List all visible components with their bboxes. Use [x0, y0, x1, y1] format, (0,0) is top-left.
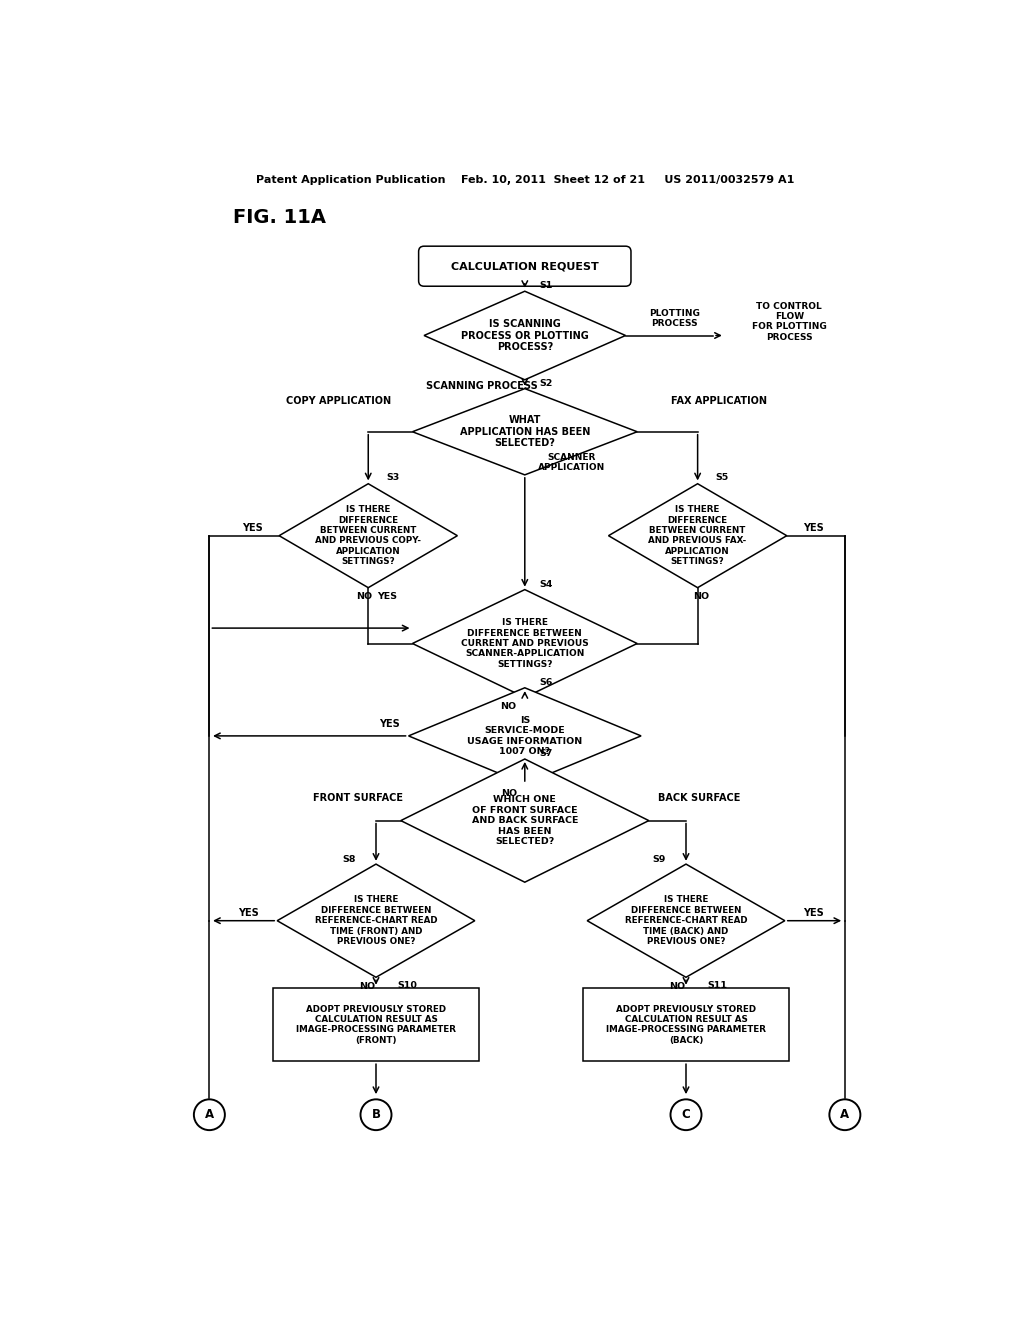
- Text: IS SCANNING
PROCESS OR PLOTTING
PROCESS?: IS SCANNING PROCESS OR PLOTTING PROCESS?: [461, 319, 589, 352]
- Text: C: C: [682, 1109, 690, 1121]
- Text: IS THERE
DIFFERENCE BETWEEN
CURRENT AND PREVIOUS
SCANNER-APPLICATION
SETTINGS?: IS THERE DIFFERENCE BETWEEN CURRENT AND …: [461, 618, 589, 669]
- Text: FIG. 11A: FIG. 11A: [232, 209, 326, 227]
- Text: S3: S3: [386, 474, 399, 482]
- Text: SCANNING PROCESS: SCANNING PROCESS: [426, 380, 538, 391]
- Text: NO: NO: [501, 789, 517, 797]
- Text: A: A: [205, 1109, 214, 1121]
- Text: YES: YES: [804, 523, 824, 533]
- Text: FRONT SURFACE: FRONT SURFACE: [313, 792, 403, 803]
- Text: NO: NO: [356, 593, 373, 602]
- FancyBboxPatch shape: [419, 246, 631, 286]
- Polygon shape: [280, 483, 458, 587]
- Text: S9: S9: [652, 854, 666, 863]
- Text: B: B: [372, 1109, 381, 1121]
- Text: YES: YES: [378, 593, 397, 602]
- Polygon shape: [413, 388, 637, 475]
- Text: S5: S5: [716, 474, 729, 482]
- Bar: [273, 989, 478, 1061]
- Text: Patent Application Publication    Feb. 10, 2011  Sheet 12 of 21     US 2011/0032: Patent Application Publication Feb. 10, …: [256, 176, 794, 185]
- Text: S6: S6: [540, 678, 553, 688]
- Polygon shape: [608, 483, 786, 587]
- Text: YES: YES: [242, 523, 262, 533]
- Text: NO: NO: [693, 593, 710, 602]
- Text: TO CONTROL
FLOW
FOR PLOTTING
PROCESS: TO CONTROL FLOW FOR PLOTTING PROCESS: [752, 301, 826, 342]
- Text: ADOPT PREVIOUSLY STORED
CALCULATION RESULT AS
IMAGE-PROCESSING PARAMETER
(FRONT): ADOPT PREVIOUSLY STORED CALCULATION RESU…: [296, 1005, 456, 1044]
- Polygon shape: [409, 688, 641, 784]
- Text: S11: S11: [708, 981, 728, 990]
- Text: PLOTTING
PROCESS: PLOTTING PROCESS: [649, 309, 699, 329]
- Bar: [584, 989, 788, 1061]
- Text: CALCULATION REQUEST: CALCULATION REQUEST: [451, 261, 599, 271]
- Text: S2: S2: [540, 379, 553, 388]
- Text: NO: NO: [500, 702, 516, 711]
- Text: S1: S1: [540, 281, 553, 290]
- Text: FAX APPLICATION: FAX APPLICATION: [671, 396, 767, 407]
- Text: S4: S4: [540, 579, 553, 589]
- Polygon shape: [400, 759, 649, 882]
- Polygon shape: [278, 865, 475, 977]
- Text: S8: S8: [342, 854, 355, 863]
- Polygon shape: [424, 292, 626, 380]
- Polygon shape: [587, 865, 784, 977]
- Text: S7: S7: [540, 750, 553, 758]
- Text: IS THERE
DIFFERENCE BETWEEN
REFERENCE-CHART READ
TIME (FRONT) AND
PREVIOUS ONE?: IS THERE DIFFERENCE BETWEEN REFERENCE-CH…: [314, 895, 437, 946]
- Text: BACK SURFACE: BACK SURFACE: [658, 792, 740, 803]
- Text: IS
SERVICE-MODE
USAGE INFORMATION
1007 ON?: IS SERVICE-MODE USAGE INFORMATION 1007 O…: [467, 715, 583, 756]
- Text: SCANNER
APPLICATION: SCANNER APPLICATION: [538, 453, 605, 473]
- Text: A: A: [841, 1109, 850, 1121]
- Text: COPY APPLICATION: COPY APPLICATION: [287, 396, 391, 407]
- Text: WHAT
APPLICATION HAS BEEN
SELECTED?: WHAT APPLICATION HAS BEEN SELECTED?: [460, 416, 590, 449]
- Text: IS THERE
DIFFERENCE
BETWEEN CURRENT
AND PREVIOUS FAX-
APPLICATION
SETTINGS?: IS THERE DIFFERENCE BETWEEN CURRENT AND …: [648, 506, 746, 566]
- Text: WHICH ONE
OF FRONT SURFACE
AND BACK SURFACE
HAS BEEN
SELECTED?: WHICH ONE OF FRONT SURFACE AND BACK SURF…: [471, 795, 579, 846]
- Text: NO: NO: [669, 982, 685, 991]
- Text: YES: YES: [379, 719, 399, 730]
- Text: IS THERE
DIFFERENCE
BETWEEN CURRENT
AND PREVIOUS COPY-
APPLICATION
SETTINGS?: IS THERE DIFFERENCE BETWEEN CURRENT AND …: [315, 506, 421, 566]
- Text: S10: S10: [397, 981, 418, 990]
- Text: IS THERE
DIFFERENCE BETWEEN
REFERENCE-CHART READ
TIME (BACK) AND
PREVIOUS ONE?: IS THERE DIFFERENCE BETWEEN REFERENCE-CH…: [625, 895, 748, 946]
- Text: NO: NO: [358, 982, 375, 991]
- Text: YES: YES: [238, 908, 258, 917]
- Text: YES: YES: [804, 908, 824, 917]
- Polygon shape: [413, 590, 637, 697]
- Text: ADOPT PREVIOUSLY STORED
CALCULATION RESULT AS
IMAGE-PROCESSING PARAMETER
(BACK): ADOPT PREVIOUSLY STORED CALCULATION RESU…: [606, 1005, 766, 1044]
